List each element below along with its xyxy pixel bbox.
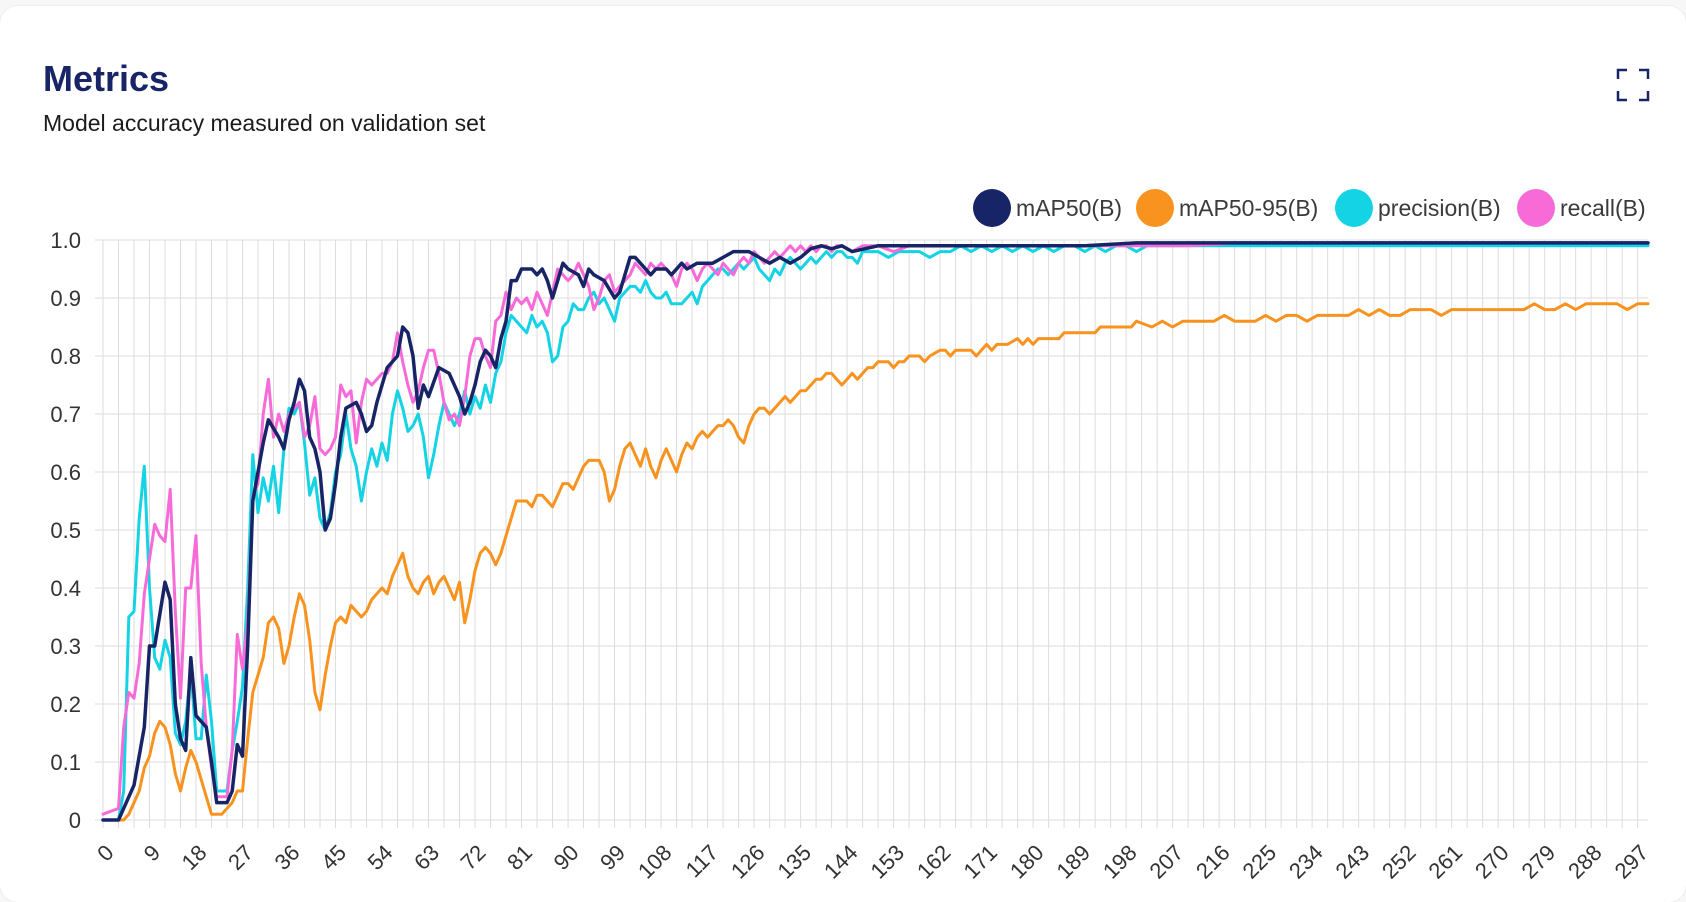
- x-tick-label: 144: [819, 840, 863, 884]
- x-tick-label: 81: [502, 840, 537, 875]
- x-tick-label: 234: [1284, 840, 1328, 884]
- y-tick-label: 0.6: [50, 460, 81, 485]
- series-line-recall-b: [101, 241, 1650, 816]
- legend-item: recall(B): [1517, 189, 1646, 227]
- series-line-map50-b: [101, 241, 1650, 822]
- x-tick-label: 288: [1563, 840, 1607, 884]
- x-tick-label: 117: [681, 840, 723, 882]
- legend-swatch: [973, 189, 1011, 227]
- x-tick-label: 225: [1238, 840, 1282, 884]
- series-line-precision-b: [101, 244, 1650, 822]
- x-tick-label: 180: [1005, 840, 1049, 884]
- legend-swatch: [1517, 189, 1555, 227]
- x-tick-label: 261: [1424, 840, 1468, 884]
- x-tick-label: 0: [92, 840, 118, 866]
- x-tick-label: 36: [270, 840, 305, 875]
- y-tick-label: 0.1: [50, 750, 81, 775]
- x-tick-label: 90: [549, 840, 584, 875]
- y-tick-label: 1.0: [50, 228, 81, 253]
- x-tick-label: 252: [1377, 840, 1421, 884]
- x-tick-label: 207: [1145, 840, 1189, 884]
- legend-label: mAP50(B): [1016, 195, 1122, 221]
- y-tick-label: 0.2: [50, 692, 81, 717]
- y-tick-label: 0.9: [50, 286, 81, 311]
- x-tick-label: 279: [1517, 840, 1561, 884]
- x-tick-label: 9: [139, 840, 165, 866]
- chart-grid: [95, 239, 1648, 828]
- legend-swatch: [1136, 189, 1174, 227]
- x-tick-label: 126: [726, 840, 770, 884]
- x-tick-label: 18: [177, 840, 212, 875]
- legend-label: precision(B): [1378, 195, 1501, 221]
- legend-item: mAP50(B): [973, 189, 1122, 227]
- y-tick-label: 0: [69, 808, 81, 833]
- y-tick-label: 0.7: [50, 402, 81, 427]
- x-tick-label: 189: [1051, 840, 1095, 884]
- x-tick-label: 270: [1470, 840, 1514, 884]
- chart-series: [101, 241, 1650, 822]
- x-tick-label: 198: [1098, 840, 1142, 884]
- card-title: Metrics: [43, 58, 170, 99]
- y-tick-label: 0.8: [50, 344, 81, 369]
- x-tick-label: 216: [1191, 840, 1235, 884]
- x-tick-label: 99: [595, 840, 630, 875]
- x-tick-label: 243: [1331, 840, 1375, 884]
- x-tick-label: 162: [912, 840, 956, 884]
- legend-label: recall(B): [1560, 195, 1646, 221]
- x-tick-label: 297: [1610, 840, 1654, 884]
- x-tick-label: 27: [223, 840, 258, 875]
- x-tick-label: 72: [456, 840, 491, 875]
- expand-button[interactable]: [1616, 68, 1650, 102]
- series-line-map50-95-b: [101, 302, 1650, 822]
- legend-item: precision(B): [1335, 189, 1501, 227]
- chart-legend: mAP50(B) mAP50-95(B) precision(B) recall(B): [973, 189, 1646, 227]
- expand-fullscreen-icon: [1616, 68, 1650, 102]
- legend-label: mAP50-95(B): [1179, 195, 1318, 221]
- chart-axes: 00.10.20.30.40.50.60.70.80.91.00 9 18 27 36 4…: [50, 228, 1653, 883]
- x-tick-label: 153: [865, 840, 909, 884]
- legend-swatch: [1335, 189, 1373, 227]
- card-subtitle: Model accuracy measured on validation se…: [43, 110, 486, 136]
- x-tick-label: 63: [409, 840, 444, 875]
- y-tick-label: 0.4: [50, 576, 81, 601]
- y-tick-label: 0.5: [50, 518, 81, 543]
- y-tick-label: 0.3: [50, 634, 81, 659]
- legend-item: mAP50-95(B): [1136, 189, 1318, 227]
- x-tick-label: 171: [958, 840, 1002, 884]
- x-tick-label: 54: [363, 840, 398, 875]
- x-tick-label: 45: [316, 840, 351, 875]
- x-tick-label: 108: [633, 840, 677, 884]
- x-tick-label: 135: [772, 840, 816, 884]
